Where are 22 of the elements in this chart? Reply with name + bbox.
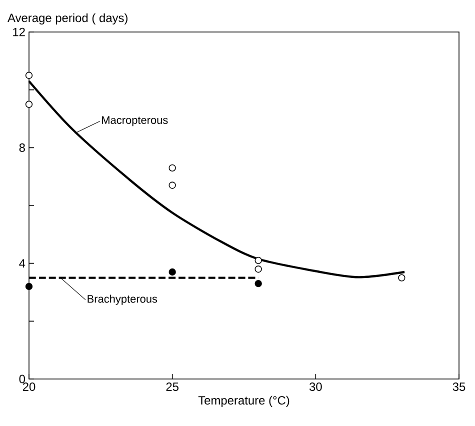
point <box>254 266 262 273</box>
point <box>25 72 33 79</box>
x-axis-title: Temperature (°C) <box>198 396 290 407</box>
annotation: Brachypterous <box>88 294 158 305</box>
point <box>25 100 33 108</box>
x-tick-label: 25 <box>166 382 178 391</box>
point <box>168 164 176 172</box>
annotation: Macropterous <box>102 116 168 126</box>
x-tick-label: 30 <box>309 382 322 391</box>
x-tick-label: 20 <box>22 382 36 391</box>
y-tick-label: 12 <box>13 28 25 36</box>
point <box>398 274 406 282</box>
y-tick-label: 4 <box>19 259 26 268</box>
y-tick-label: 0 <box>19 374 26 384</box>
point <box>168 182 176 189</box>
point <box>254 256 262 264</box>
y-tick-label: 8 <box>19 143 25 152</box>
y-axis-title: Average period ( days) <box>8 13 128 24</box>
point <box>25 282 33 290</box>
point <box>254 280 262 288</box>
x-tick-label: 35 <box>452 382 466 391</box>
point <box>168 268 176 276</box>
